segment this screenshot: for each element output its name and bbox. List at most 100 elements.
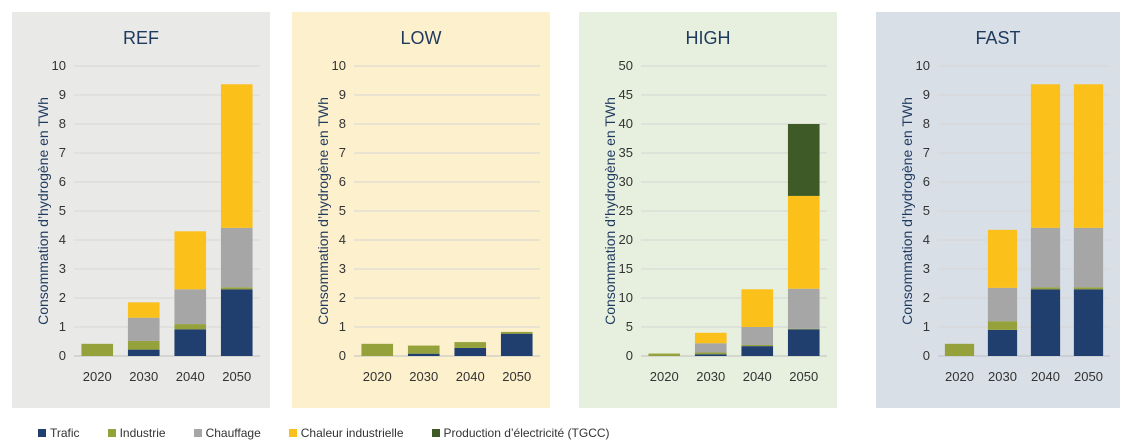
bar-segment — [127, 302, 160, 318]
y-tick-label: 20 — [619, 232, 633, 247]
bar-segment — [1073, 287, 1104, 290]
y-tick-label: 5 — [59, 203, 66, 218]
y-tick-label: 4 — [59, 232, 66, 247]
x-tick-label: 2020 — [363, 369, 392, 384]
bar-segment — [787, 195, 820, 289]
legend-item: Chauffage — [193, 426, 261, 440]
bar-segment — [694, 332, 727, 344]
bar-segment — [407, 345, 440, 354]
legend-item: Trafic — [38, 426, 80, 440]
y-tick-label: 15 — [619, 261, 633, 276]
bar-segment — [220, 289, 253, 356]
y-tick-label: 1 — [59, 319, 66, 334]
y-tick-label: 45 — [619, 87, 633, 102]
bar-segment — [741, 346, 774, 356]
chart-title: HIGH — [686, 28, 731, 48]
x-tick-label: 2030 — [696, 369, 725, 384]
x-tick-label: 2020 — [650, 369, 679, 384]
y-tick-label: 0 — [923, 348, 930, 363]
legend: Trafic Industrie Chauffage Chaleur industri… — [38, 424, 638, 442]
bar-segment — [127, 349, 160, 356]
bar-segment — [174, 289, 207, 325]
y-tick-label: 25 — [619, 203, 633, 218]
bar-segment — [741, 344, 774, 347]
bar-segment — [1030, 289, 1061, 356]
x-tick-label: 2030 — [409, 369, 438, 384]
y-tick-label: 9 — [923, 87, 930, 102]
bar-segment — [787, 124, 820, 196]
legend-swatch — [431, 429, 440, 437]
bar-segment — [1030, 84, 1061, 228]
y-tick-label: 35 — [619, 145, 633, 160]
legend-item: Production d’électricité (TGCC) — [431, 426, 610, 440]
x-tick-label: 2040 — [456, 369, 485, 384]
y-tick-label: 5 — [626, 319, 633, 334]
bar-segment — [987, 321, 1018, 330]
bar-segment — [987, 287, 1018, 322]
bar-segment — [220, 84, 253, 228]
y-tick-label: 7 — [923, 145, 930, 160]
bar-segment — [500, 331, 533, 334]
bar-segment — [787, 329, 820, 356]
x-tick-label: 2030 — [988, 369, 1017, 384]
legend-label: Production d’électricité (TGCC) — [443, 426, 610, 440]
x-tick-label: 2040 — [743, 369, 772, 384]
y-tick-label: 10 — [916, 58, 930, 73]
chart-ref: REF 0 1 2 3 4 5 6 7 8 9 10 Consommation d’hydrogène … — [12, 12, 270, 408]
x-tick-label: 2020 — [83, 369, 112, 384]
x-tick-label: 2020 — [945, 369, 974, 384]
y-tick-label: 2 — [59, 290, 66, 305]
y-tick-label: 10 — [619, 290, 633, 305]
x-tick-label: 2040 — [176, 369, 205, 384]
bar-segment — [220, 227, 253, 288]
y-tick-label: 7 — [59, 145, 66, 160]
x-tick-label: 2050 — [789, 369, 818, 384]
y-tick-label: 9 — [339, 87, 346, 102]
legend-label: Chauffage — [205, 426, 261, 440]
y-tick-label: 4 — [923, 232, 930, 247]
legend-swatch — [107, 429, 116, 437]
y-tick-label: 2 — [923, 290, 930, 305]
y-tick-label: 3 — [923, 261, 930, 276]
y-tick-label: 2 — [339, 290, 346, 305]
bar-segment — [500, 333, 533, 356]
y-tick-label: 4 — [339, 232, 346, 247]
bar-segment — [694, 354, 727, 356]
bar-segment — [454, 347, 487, 356]
bar-segment — [741, 327, 774, 345]
chart-high: HIGH 0 5 10 15 20 25 30 35 40 45 50 Consommation d’h… — [579, 12, 837, 408]
bar-segment — [174, 324, 207, 330]
bar-segment — [787, 288, 820, 329]
legend-swatch — [193, 429, 202, 437]
bar-segment — [741, 289, 774, 327]
bar-segment — [127, 340, 160, 350]
bar-segment — [694, 352, 727, 355]
x-tick-label: 2050 — [222, 369, 251, 384]
chart-fast: FAST 0 1 2 3 4 5 6 7 8 9 10 Consommation d’hydrogène… — [876, 12, 1120, 408]
chart-title: LOW — [400, 28, 441, 48]
y-tick-label: 8 — [59, 116, 66, 131]
x-tick-label: 2050 — [502, 369, 531, 384]
y-tick-label: 30 — [619, 174, 633, 189]
y-tick-label: 1 — [339, 319, 346, 334]
y-tick-label: 0 — [626, 348, 633, 363]
bar-segment — [174, 329, 207, 356]
y-axis-label: Consommation d’hydrogène en TWh — [315, 97, 331, 325]
y-tick-label: 10 — [332, 58, 346, 73]
y-tick-label: 6 — [923, 174, 930, 189]
bar-segment — [1073, 289, 1104, 356]
y-tick-label: 3 — [59, 261, 66, 276]
bar-segment — [361, 343, 394, 356]
y-tick-label: 10 — [52, 58, 66, 73]
x-tick-label: 2050 — [1074, 369, 1103, 384]
y-tick-label: 1 — [923, 319, 930, 334]
y-tick-label: 8 — [923, 116, 930, 131]
bar-segment — [987, 229, 1018, 288]
bar-segment — [1073, 227, 1104, 288]
y-tick-label: 40 — [619, 116, 633, 131]
y-axis-label: Consommation d’hydrogène en TWh — [602, 97, 618, 325]
y-axis-label: Consommation d’hydrogène en TWh — [899, 97, 915, 325]
chart-title: REF — [123, 28, 159, 48]
x-tick-label: 2040 — [1031, 369, 1060, 384]
